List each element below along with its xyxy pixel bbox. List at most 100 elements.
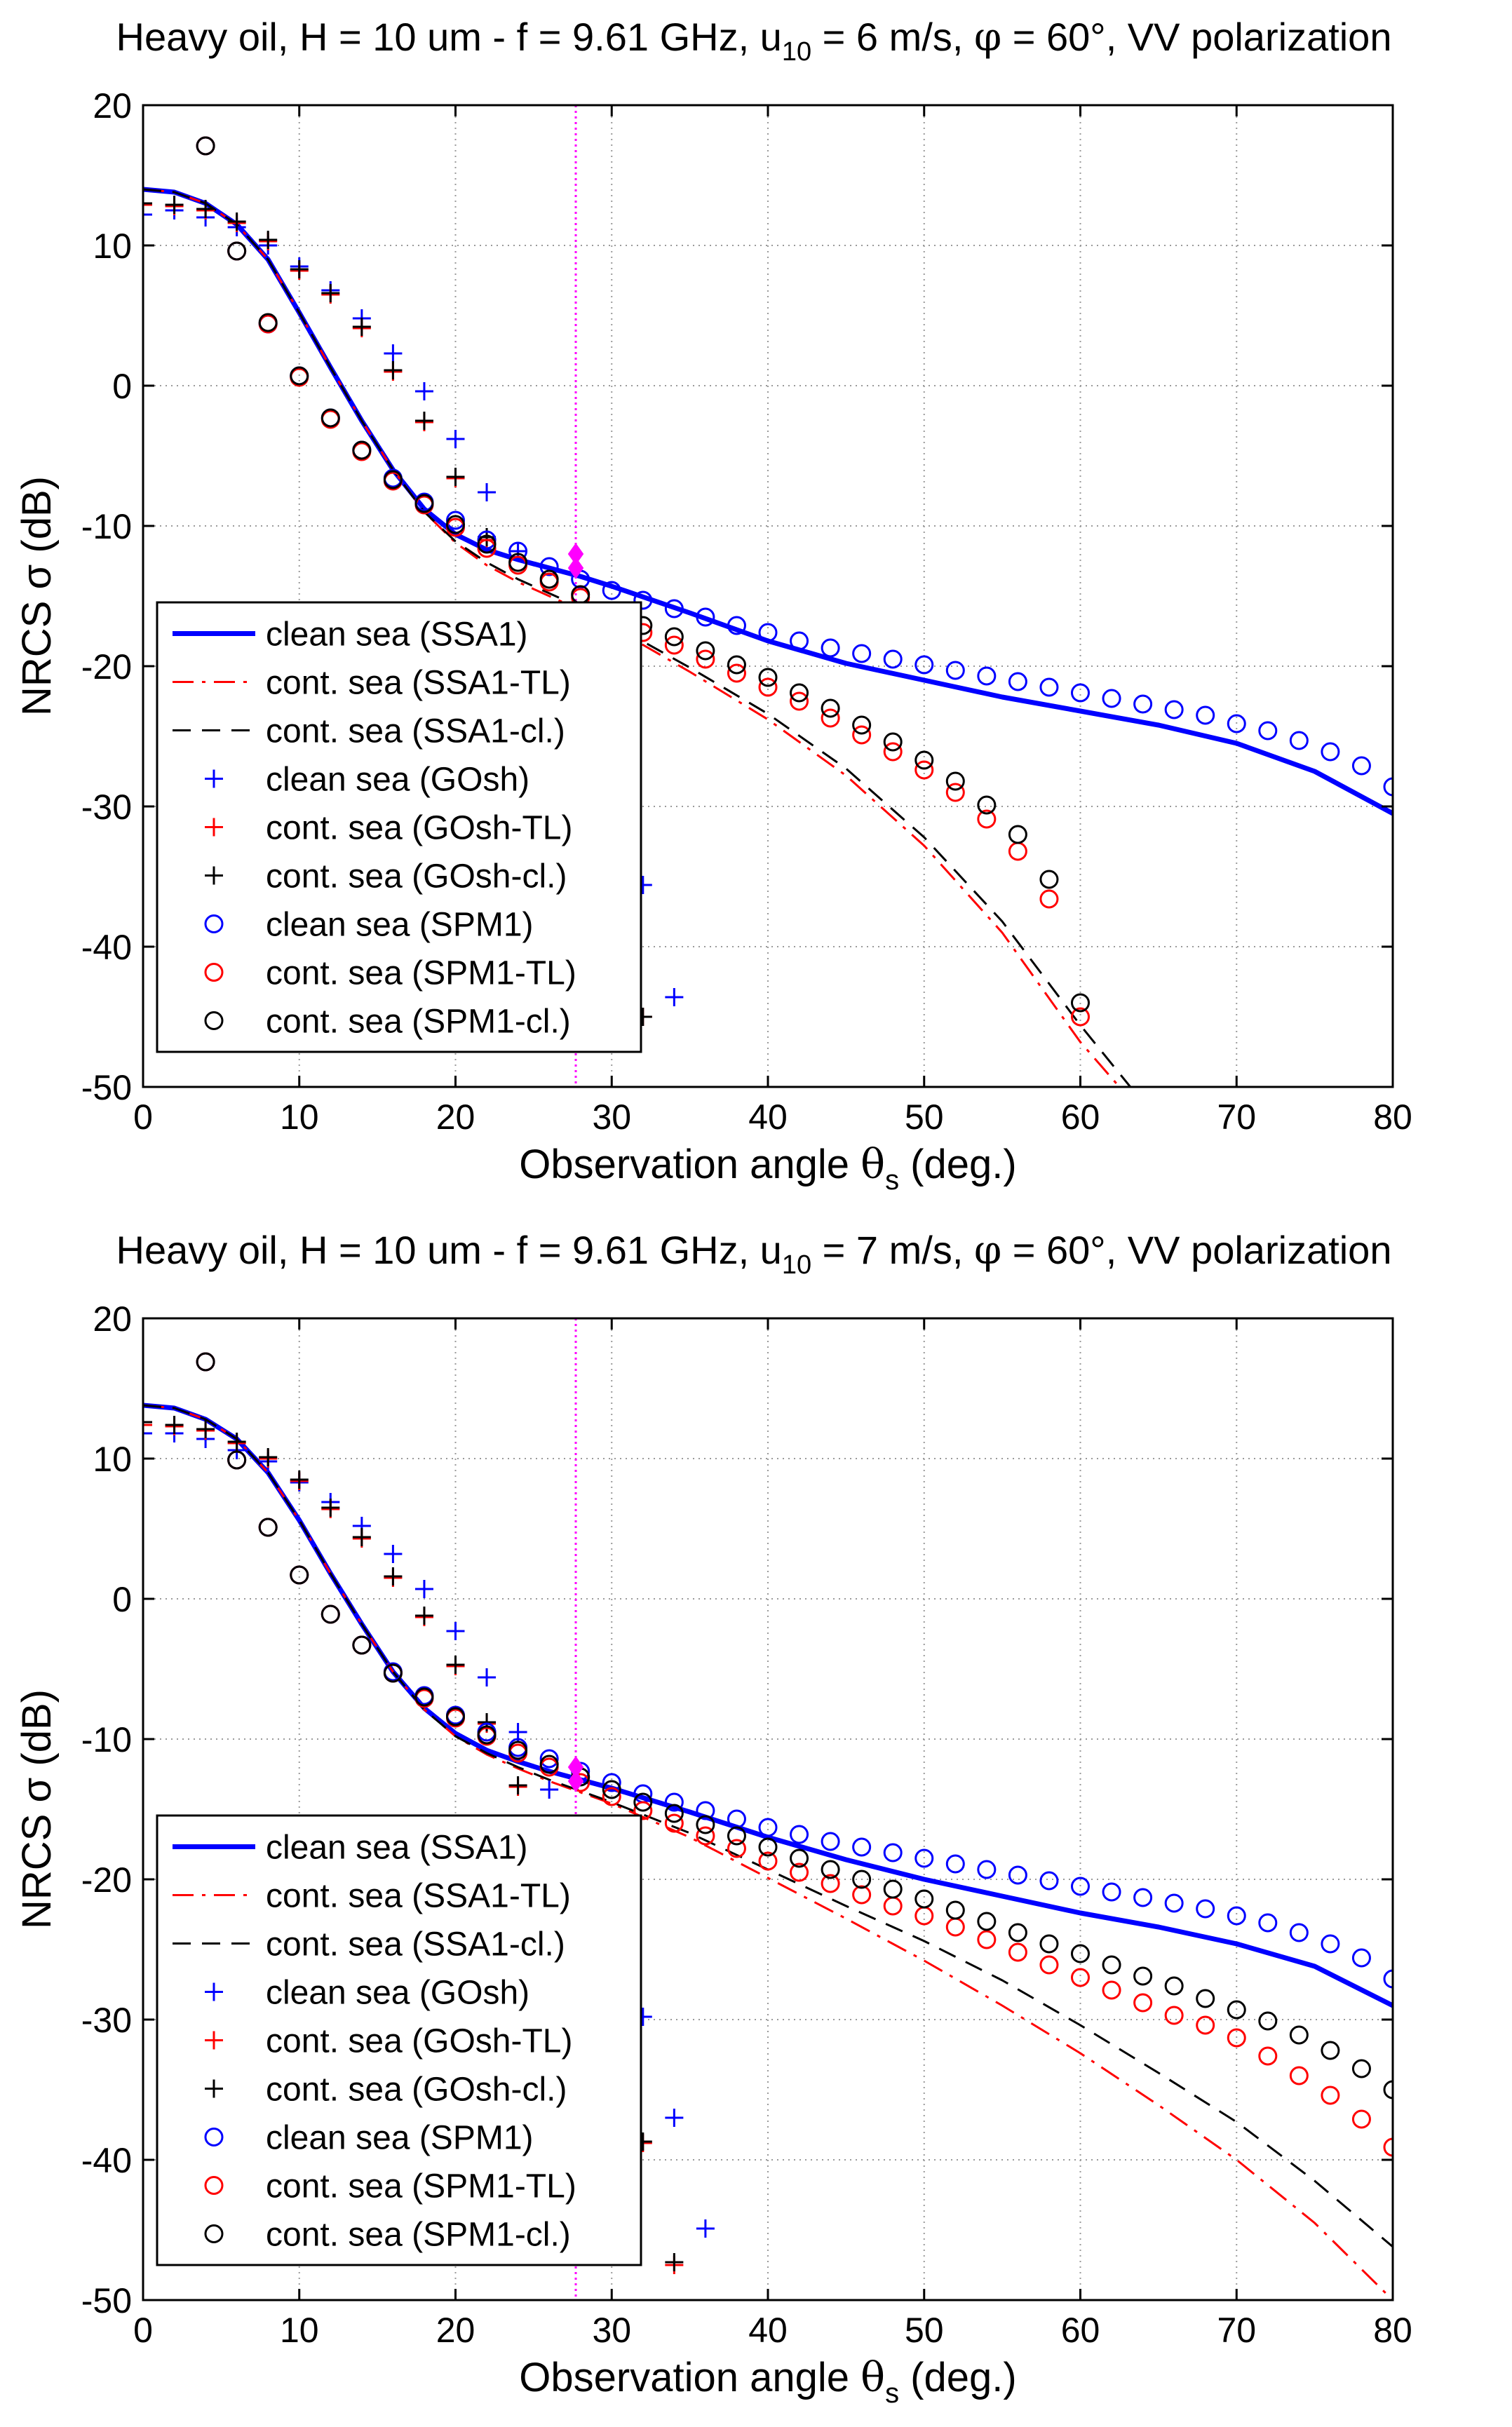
legend-swatch (204, 963, 224, 982)
data-point (664, 635, 684, 655)
data-point (821, 1860, 840, 1879)
data-point (602, 1773, 621, 1792)
data-point (1133, 694, 1153, 714)
data-point (790, 1825, 809, 1844)
data-point (790, 1848, 809, 1868)
data-point (664, 1804, 684, 1823)
y-axis-label: NRCS σ (dB) (14, 476, 60, 716)
x-tick-label: 60 (1061, 2311, 1100, 2350)
data-point (1071, 1968, 1090, 1987)
data-point (1321, 742, 1340, 762)
legend-item: cont. sea (GOsh-cl.) (205, 2071, 567, 2109)
data-point (821, 698, 840, 718)
legend-item: cont. sea (GOsh-TL) (205, 2023, 572, 2060)
data-point (1289, 1923, 1309, 1942)
data-point (1258, 1913, 1278, 1933)
data-point (446, 1622, 465, 1640)
data-point (633, 1801, 653, 1820)
data-point (143, 194, 152, 212)
x-tick-label: 40 (748, 2311, 788, 2350)
data-point (727, 1826, 746, 1846)
data-point (1102, 1980, 1121, 2000)
x-tick-label: 40 (748, 1097, 788, 1137)
data-point (1133, 1966, 1153, 1986)
data-point (1039, 870, 1059, 889)
data-layer (143, 105, 1393, 1087)
data-point (758, 668, 778, 687)
data-point (477, 1725, 497, 1745)
legend-item: clean sea (SSA1) (173, 616, 528, 654)
legend-label: clean sea (SPM1) (266, 907, 534, 944)
data-point (258, 1517, 278, 1537)
data-point (790, 1862, 809, 1882)
data-point (758, 1818, 778, 1837)
data-point (665, 988, 684, 1006)
data-point (258, 313, 278, 332)
data-point (977, 666, 997, 686)
data-point (196, 1420, 215, 1438)
data-point (758, 1851, 778, 1871)
data-point (384, 1545, 403, 1563)
data-point (945, 661, 965, 680)
y-tick-label: 20 (93, 1299, 132, 1339)
legend-label: clean sea (GOsh) (266, 1975, 529, 2012)
data-point (540, 1780, 559, 1799)
y-tick-label: -20 (81, 647, 132, 687)
data-point (1039, 1871, 1059, 1891)
data-point (664, 1792, 684, 1812)
data-point (696, 1801, 715, 1820)
legend-label: clean sea (SPM1) (266, 2120, 534, 2157)
x-tick-label: 60 (1061, 1097, 1100, 1137)
legend-item: clean sea (SPM1) (204, 2120, 534, 2157)
x-tick-label: 0 (133, 1097, 153, 1137)
data-point (1071, 1877, 1090, 1896)
data-point (290, 260, 309, 278)
data-point (633, 590, 653, 610)
data-point (1039, 677, 1059, 697)
data-point (1321, 1934, 1340, 1954)
data-point (821, 1832, 840, 1851)
data-point (977, 1912, 997, 1931)
x-tick-label: 50 (905, 1097, 944, 1137)
data-point (1164, 2006, 1184, 2025)
data-point (602, 1787, 621, 1806)
legend: clean sea (SSA1) cont. sea (SSA1-TL) cont.… (156, 601, 642, 1053)
legend-label: cont. sea (SSA1-TL) (266, 665, 571, 702)
data-point (977, 795, 997, 815)
data-point (1227, 1906, 1246, 1926)
data-point (478, 483, 497, 501)
legend-swatch (205, 1982, 223, 2001)
data-point (1321, 2041, 1340, 2060)
data-point (1196, 1899, 1215, 1919)
data-point (696, 607, 715, 627)
data-point (1164, 700, 1184, 719)
data-point (790, 631, 809, 651)
legend-label: cont. sea (SSA1-cl.) (266, 713, 565, 750)
x-tick-label: 80 (1373, 1097, 1412, 1137)
legend-box (156, 1814, 642, 2266)
data-point (143, 205, 152, 224)
y-tick-label: 10 (93, 1440, 132, 1479)
x-axis-label: Observation angle θs (deg.) (519, 1140, 1016, 1196)
legend-label: clean sea (GOsh) (266, 762, 529, 799)
chart-title: Heavy oil, H = 10 um - f = 9.61 GHz, u10… (116, 15, 1392, 67)
legend-item: cont. sea (SPM1-TL) (204, 2168, 576, 2205)
chart-title: Heavy oil, H = 10 um - f = 9.61 GHz, u10… (116, 1228, 1392, 1280)
data-point (696, 2219, 715, 2238)
data-point (883, 732, 903, 752)
data-point (414, 1687, 434, 1707)
data-point (1321, 2085, 1340, 2105)
data-point (852, 1885, 872, 1905)
legend-item: cont. sea (SSA1-TL) (173, 665, 571, 702)
data-point (508, 541, 528, 561)
data-point (165, 1416, 184, 1434)
series-4 (143, 1424, 715, 2238)
data-point (414, 1580, 433, 1598)
data-point (1039, 1934, 1059, 1954)
legend-label: cont. sea (SPM1-cl.) (266, 1003, 571, 1041)
y-tick-label: -30 (81, 787, 132, 827)
data-point (227, 1433, 246, 1451)
data-point (821, 638, 840, 658)
data-point (1102, 1882, 1121, 1902)
data-point (821, 1874, 840, 1893)
